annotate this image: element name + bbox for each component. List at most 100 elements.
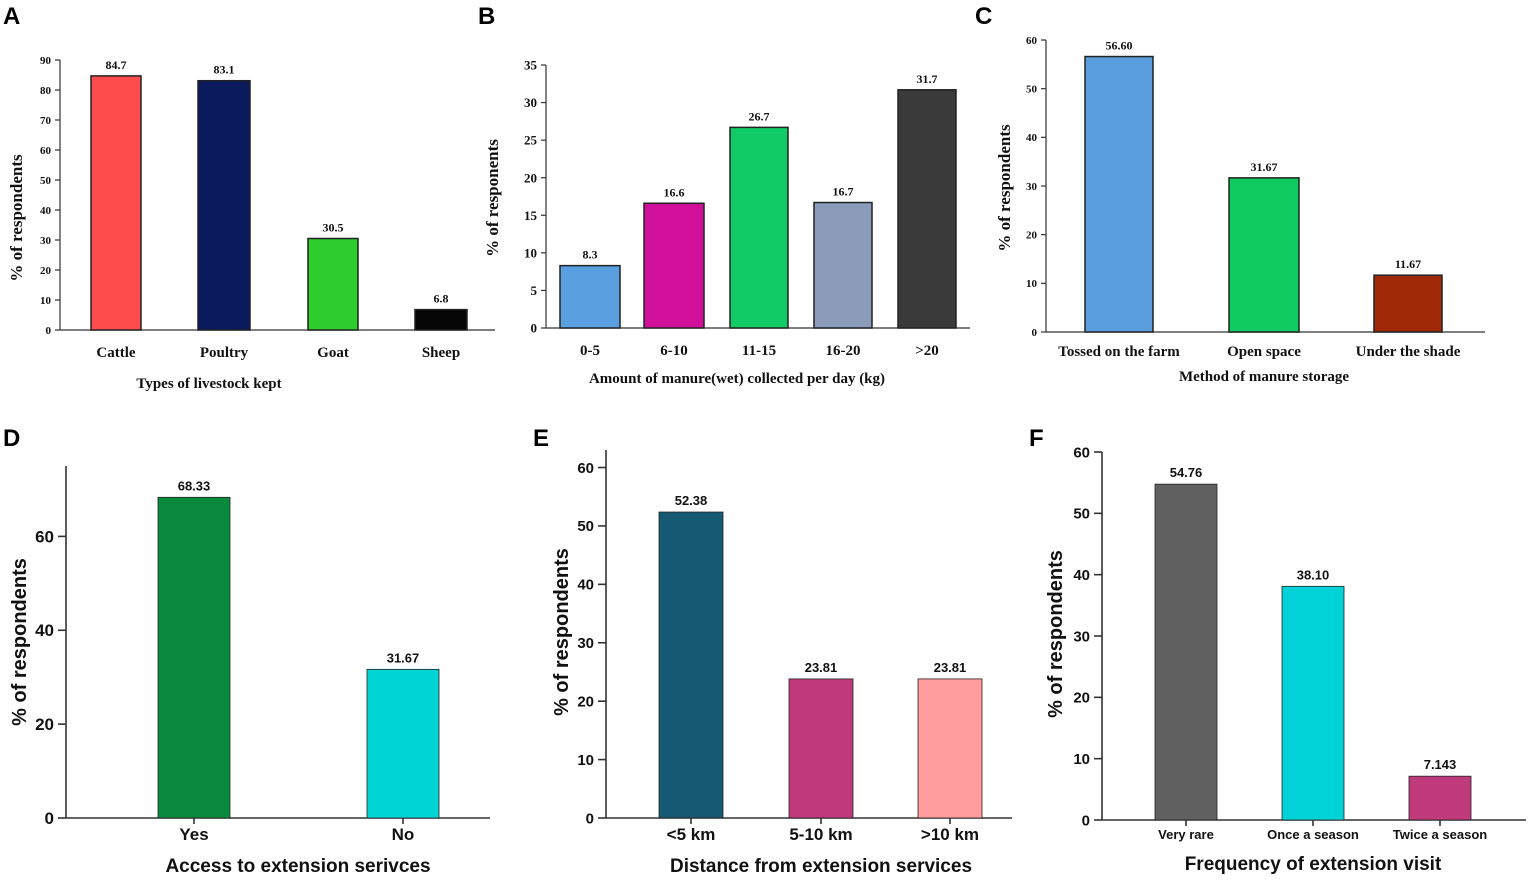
y-tick-label: 20 <box>40 265 52 277</box>
data-label: 31.67 <box>1251 160 1278 174</box>
x-tick-label: Once a season <box>1267 827 1359 842</box>
bar-0-5 <box>559 264 621 329</box>
bar-under-the-shade <box>1373 274 1443 333</box>
y-axis-title: % of respondents <box>995 124 1014 252</box>
x-tick-label: Twice a season <box>1393 827 1487 842</box>
x-axis-title: Amount of manure(wet) collected per day … <box>589 371 885 387</box>
data-label: 23.81 <box>805 660 838 675</box>
y-tick-label: 30 <box>1026 181 1038 193</box>
y-tick-label: 60 <box>40 145 52 157</box>
y-tick-label: 80 <box>40 85 52 97</box>
data-label: 83.1 <box>214 63 235 77</box>
y-tick-label: 10 <box>1073 751 1090 768</box>
y-tick-label: 10 <box>577 752 594 769</box>
x-tick-label: <5 km <box>667 825 716 844</box>
x-tick-label: Tossed on the farm <box>1058 344 1180 360</box>
data-label: 68.33 <box>178 478 211 493</box>
y-tick-label: 40 <box>577 577 594 594</box>
data-label: 7.143 <box>1424 757 1457 772</box>
y-tick-label: 60 <box>1073 444 1090 461</box>
y-tick-label: 20 <box>577 693 594 710</box>
chart-panel-e: E 0 10 20 30 40 50 60 52.38 <5 km 23.81 5-10 km 23.8… <box>533 425 1012 877</box>
x-axis-title: Frequency of extension visit <box>1185 854 1442 875</box>
y-tick-label: 0 <box>46 325 52 337</box>
bar-6-10 <box>643 202 705 329</box>
bar-no <box>366 668 440 819</box>
y-tick-label: 70 <box>40 115 52 127</box>
bar-5-km <box>658 511 724 819</box>
data-label: 16.6 <box>664 185 685 199</box>
x-tick-label: >20 <box>915 343 939 359</box>
y-tick-label: 20 <box>1073 690 1090 707</box>
x-tick-label: Very rare <box>1158 827 1214 842</box>
y-tick-label: 50 <box>1073 506 1090 523</box>
data-label: 52.38 <box>675 493 708 508</box>
data-label: 30.5 <box>323 221 344 235</box>
x-axis-title: Method of manure storage <box>1179 369 1349 385</box>
x-tick-label: No <box>392 825 415 844</box>
x-tick-label: Open space <box>1227 344 1301 360</box>
data-label: 23.81 <box>934 660 967 675</box>
data-label: 54.76 <box>1170 465 1203 480</box>
chart-panel-f: F 0 10 20 30 40 50 60 54.76 Very rare 38.10 Once a … <box>1029 425 1526 875</box>
bar-once-a-season <box>1281 585 1345 821</box>
bar-twice-a-season <box>1408 775 1472 821</box>
x-tick-label: Yes <box>179 825 208 844</box>
panel-letter: C <box>975 3 992 30</box>
y-tick-label: 35 <box>524 58 538 73</box>
y-tick-label: 90 <box>40 55 52 67</box>
y-axis-title: % of respondents <box>7 154 26 282</box>
y-tick-label: 50 <box>1026 84 1038 96</box>
chart-panel-c: C 0 10 20 30 40 50 60 56.60 Tossed on the farm 31.… <box>975 3 1485 385</box>
panel-letter: E <box>533 425 549 452</box>
y-tick-label: 20 <box>35 715 54 734</box>
x-tick-label: 5-10 km <box>789 825 852 844</box>
y-tick-label: 0 <box>1082 812 1090 829</box>
data-label: 11.67 <box>1395 257 1421 271</box>
bar-open-space <box>1228 177 1300 333</box>
panel-letter: B <box>478 3 495 30</box>
bar-16-20 <box>813 201 873 329</box>
y-tick-label: 10 <box>1026 278 1038 290</box>
x-tick-label: Poultry <box>200 345 249 361</box>
x-axis-title: Access to extension serivces <box>165 856 430 877</box>
bar-tossed-on-the-farm <box>1084 55 1154 333</box>
y-tick-label: 30 <box>1073 628 1090 645</box>
panel-letter: F <box>1029 425 1044 452</box>
data-label: 31.7 <box>917 72 938 86</box>
x-tick-label: Cattle <box>96 345 135 361</box>
y-tick-label: 20 <box>524 170 537 185</box>
x-axis-title: Types of livestock kept <box>136 376 281 392</box>
x-axis-title: Distance from extension services <box>670 856 972 877</box>
y-tick-label: 15 <box>524 208 538 223</box>
y-tick-label: 0 <box>586 810 594 827</box>
y-tick-label: 60 <box>577 460 594 477</box>
data-label: 56.60 <box>1106 39 1133 53</box>
y-axis-title: % of respondents <box>1045 550 1067 718</box>
y-tick-label: 0 <box>45 809 54 828</box>
y-tick-label: 5 <box>531 283 538 298</box>
y-axis-title: % of responents <box>483 139 502 257</box>
y-tick-label: 40 <box>35 621 54 640</box>
data-label: 38.10 <box>1297 567 1330 582</box>
bar-goat <box>307 237 359 331</box>
y-tick-label: 50 <box>40 175 52 187</box>
y-axis-title: % of respondents <box>9 558 31 726</box>
x-tick-label: Goat <box>317 345 349 361</box>
y-tick-label: 25 <box>524 133 538 148</box>
panel-letter: A <box>3 3 20 30</box>
y-tick-label: 40 <box>1026 132 1038 144</box>
bar-sheep <box>414 308 468 331</box>
chart-panel-b: B 0 5 10 15 20 25 30 35 8.3 0-5 16.6 6-10 26.7 11-15 16… <box>478 3 970 387</box>
panel-letter: D <box>3 425 20 452</box>
data-label: 31.67 <box>387 650 420 665</box>
y-tick-label: 0 <box>531 321 538 336</box>
y-tick-label: 60 <box>35 527 54 546</box>
y-tick-label: 10 <box>524 245 537 260</box>
x-tick-label: 16-20 <box>826 343 861 359</box>
bar-10-km <box>917 678 983 819</box>
bar-11-15 <box>729 126 789 329</box>
y-tick-label: 10 <box>40 295 52 307</box>
data-label: 84.7 <box>106 58 127 72</box>
